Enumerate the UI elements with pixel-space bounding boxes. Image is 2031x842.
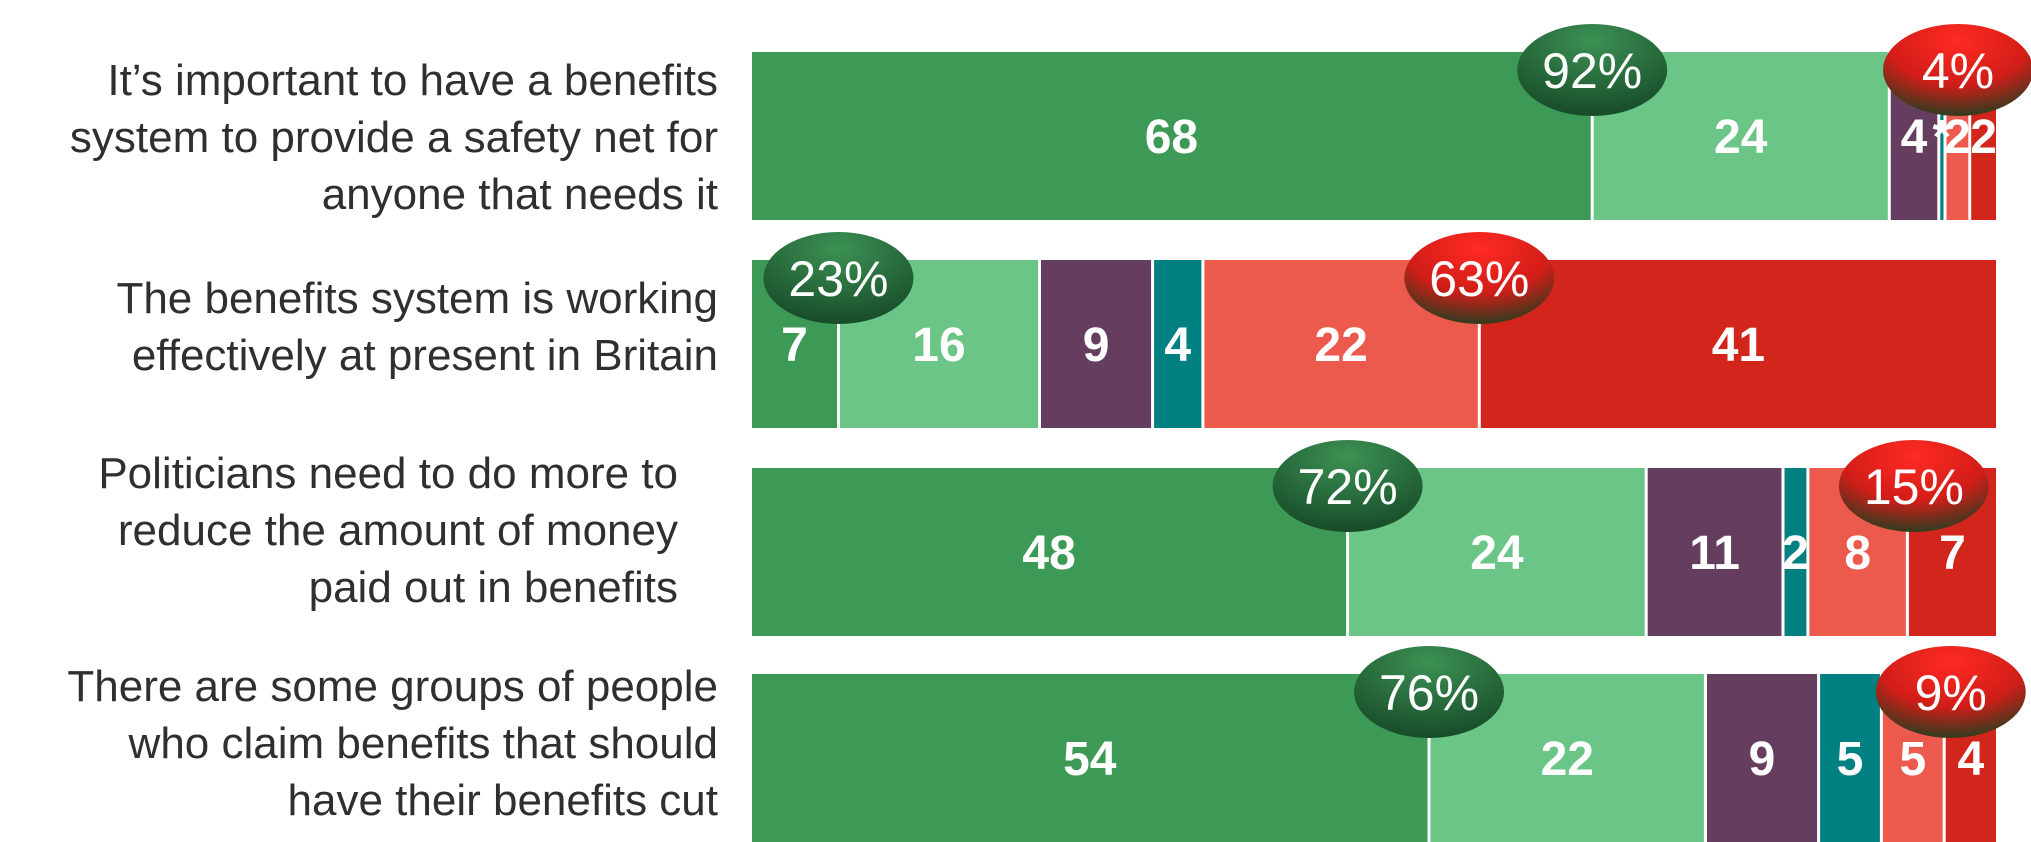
row-label-line: There are some groups of people: [67, 662, 718, 711]
bar-segment-dont-know: [1820, 674, 1880, 842]
segment-value-label: 7: [1939, 527, 1966, 580]
net-agree-value: 72%: [1298, 459, 1398, 515]
row-label-2: Politicians need to do more to reduce th…: [98, 445, 678, 616]
net-disagree-bubble-shape: [1838, 440, 1989, 532]
net-disagree-value: 63%: [1429, 251, 1529, 307]
row-label-line: Politicians need to do more to: [98, 449, 678, 498]
net-agree-bubble: 92%: [1517, 24, 1668, 116]
net-disagree-bubble: 15%: [1838, 440, 1989, 532]
bar-segment-neither: [1707, 674, 1818, 842]
bar-segment-dont-know: [1784, 468, 1807, 636]
bar-segment-strongly-agree: [752, 674, 1428, 842]
row-label-1: The benefits system is working effective…: [116, 270, 718, 384]
bar-segment-strongly-disagree: [1480, 260, 1996, 428]
net-disagree-bubble: 63%: [1404, 232, 1555, 324]
row-label-line: who claim benefits that should: [128, 719, 718, 768]
row-label-line: It’s important to have a benefits: [107, 56, 718, 105]
bar-segment-neither: [1041, 260, 1152, 428]
segment-value-label: 22: [1314, 319, 1367, 372]
segment-value-label: 24: [1470, 527, 1524, 580]
net-agree-bubble: 23%: [763, 232, 914, 324]
net-agree-bubble-shape: [763, 232, 914, 324]
net-disagree-value: 4%: [1922, 43, 1994, 99]
segment-value-label: 4: [1958, 733, 1985, 786]
row-label-line: have their benefits cut: [287, 776, 718, 825]
net-agree-value: 92%: [1542, 43, 1642, 99]
segment-value-label: 68: [1145, 111, 1198, 164]
net-disagree-bubble-shape: [1404, 232, 1555, 324]
bubbles-layer: 92% 4% 23% 63% 72% 15% 76% 9%: [763, 24, 2031, 738]
segment-value-label: 8: [1844, 527, 1871, 580]
segment-value-label: 2: [1782, 527, 1809, 580]
bar-segment-dont-know: [1154, 260, 1202, 428]
net-agree-bubble: 76%: [1354, 646, 1505, 738]
segment-value-label: 9: [1083, 319, 1110, 372]
row-label-line: paid out in benefits: [308, 563, 678, 612]
segment-value-label: 11: [1689, 527, 1740, 580]
segment-value-label: 4: [1164, 319, 1191, 372]
segment-value-label: 54: [1063, 733, 1117, 786]
segment-value-label: 41: [1712, 319, 1765, 372]
row-label-line: system to provide a safety net for: [69, 113, 718, 162]
segment-value-label: 48: [1022, 527, 1075, 580]
row-label-0: It’s important to have a benefits system…: [70, 52, 718, 223]
row-label-line: effectively at present in Britain: [131, 331, 718, 380]
net-agree-value: 23%: [788, 251, 888, 307]
bar-segment-neither: [1647, 468, 1782, 636]
net-agree-value: 76%: [1379, 665, 1479, 721]
segment-value-label: 16: [912, 319, 965, 372]
row-label-line: reduce the amount of money: [117, 506, 678, 555]
net-disagree-bubble: 4%: [1883, 24, 2031, 116]
net-agree-bubble-shape: [1354, 646, 1505, 738]
net-disagree-bubble-shape: [1883, 24, 2031, 116]
segment-value-label: 2: [1970, 111, 1997, 164]
bar-segment-strongly-agree: [752, 52, 1591, 220]
row-label-line: The benefits system is working: [116, 274, 718, 323]
segment-value-label: 22: [1541, 733, 1594, 786]
bar-segment-strongly-agree: [752, 468, 1347, 636]
net-agree-bubble-shape: [1272, 440, 1423, 532]
segment-value-label: 2: [1944, 111, 1971, 164]
net-disagree-bubble-shape: [1875, 646, 2026, 738]
net-agree-bubble: 72%: [1272, 440, 1423, 532]
segment-value-label: 24: [1714, 111, 1768, 164]
net-disagree-bubble: 9%: [1875, 646, 2026, 738]
bar-segment-dont-know: [1940, 52, 1944, 220]
segment-value-label: 4: [1901, 111, 1928, 164]
segment-value-label: 9: [1749, 733, 1776, 786]
segment-value-label: 5: [1899, 733, 1926, 786]
segment-value-label: 5: [1837, 733, 1864, 786]
net-disagree-value: 9%: [1915, 665, 1987, 721]
net-disagree-value: 15%: [1864, 459, 1964, 515]
row-label-line: anyone that needs it: [321, 170, 718, 219]
segment-value-label: *: [1933, 111, 1952, 164]
net-agree-bubble-shape: [1517, 24, 1668, 116]
row-label-3: There are some groups of people who clai…: [67, 658, 718, 829]
segment-value-label: 7: [781, 319, 808, 372]
